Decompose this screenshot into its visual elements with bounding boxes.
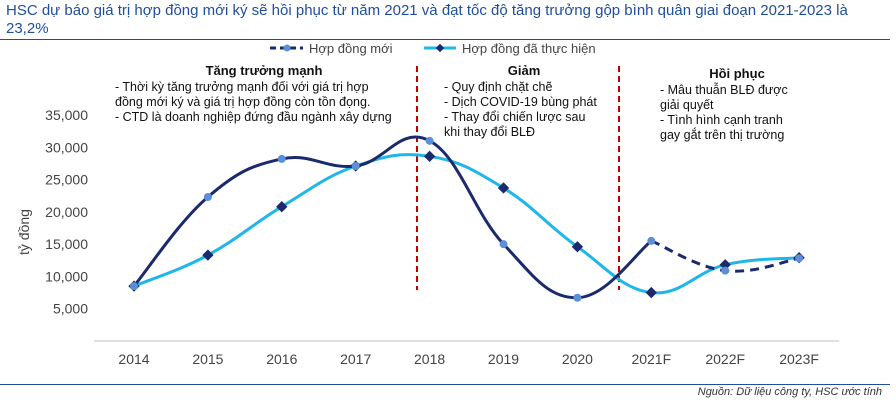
point-completed-contracts-2015: [202, 249, 214, 261]
y-tick-label: 25,000: [45, 172, 88, 188]
phase-note-line: - Thay đổi chiến lược sau: [444, 110, 585, 124]
source-rule: [0, 384, 890, 385]
x-tick-label: 2016: [266, 351, 297, 367]
phase-title: Giảm: [508, 63, 541, 78]
chart-title: HSC dự báo giá trị hợp đồng mới ký sẽ hồ…: [6, 2, 848, 37]
point-completed-contracts-2022F: [719, 259, 731, 271]
series-line-completed-contracts: [133, 153, 800, 295]
series-line-new-contracts: [132, 135, 653, 300]
phase-note-line: - Dịch COVID-19 bùng phát: [444, 95, 597, 109]
legend: Hợp đồng mới Hợp đồng đã thực hiện: [270, 41, 596, 56]
y-tick-label: 5,000: [53, 301, 88, 317]
phase-annotations: Tăng trưởng mạnh - Thời kỳ tăng trưởng mạ…: [115, 63, 788, 142]
phase-note-line: - Quy định chặt chẽ: [444, 80, 552, 94]
point-new-contracts-2018: [425, 136, 434, 145]
source-note: Nguồn: Dữ liệu công ty, HSC ước tính: [697, 386, 882, 398]
point-new-contracts-2017: [351, 162, 360, 171]
x-tick-label: 2020: [562, 351, 593, 367]
phase-note-line: - CTD là doanh nghiệp đứng đầu ngành xây…: [115, 110, 392, 124]
point-completed-contracts-2019: [497, 182, 510, 194]
x-tick-label: 2017: [340, 351, 371, 367]
point-completed-contracts-2018: [423, 150, 436, 162]
x-tick-label: 2014: [118, 351, 149, 367]
point-completed-contracts-2020: [571, 241, 584, 253]
point-completed-contracts-2016: [276, 201, 288, 213]
legend-marker-new-contracts: [283, 44, 291, 52]
y-tick-label: 35,000: [45, 107, 88, 123]
point-new-contracts-2021F: [647, 236, 656, 245]
phase-note-line: gay gắt trên thị trường: [660, 127, 784, 142]
point-new-contracts-2022F: [721, 266, 730, 275]
y-axis-label: tỷ đồng: [16, 209, 32, 255]
x-tick-label: 2021F: [631, 351, 671, 367]
series-markers: [128, 136, 805, 302]
point-new-contracts-2015: [203, 193, 212, 202]
y-tick-label: 15,000: [45, 236, 88, 252]
point-new-contracts-2019: [499, 240, 508, 249]
x-tick-label: 2015: [192, 351, 223, 367]
phase-dividers: [416, 66, 620, 290]
y-axis-ticks: 5,000 10,000 15,000 20,000 25,000 30,000 35,00…: [45, 107, 88, 317]
point-new-contracts-2023F: [795, 254, 804, 263]
phase-note-line: giải quyết: [660, 98, 714, 112]
phase-title: Tăng trưởng mạnh: [206, 63, 323, 78]
point-new-contracts-2014: [130, 282, 138, 291]
legend-label-new-contracts: Hợp đồng mới: [309, 41, 393, 56]
y-tick-label: 30,000: [45, 139, 88, 155]
x-tick-label: 2023F: [779, 351, 819, 367]
phase-note-line: - Tình hình cạnh tranh: [660, 113, 783, 127]
x-tick-label: 2019: [488, 351, 519, 367]
x-axis-ticks: 2014 2015 2016 2017 2018 2019 2020 2021F 2022F 20…: [118, 351, 819, 367]
y-tick-label: 20,000: [45, 204, 88, 220]
phase-note-line: khi thay đổi BLĐ: [444, 125, 535, 139]
legend-marker-completed-contracts: [435, 43, 445, 53]
y-tick-label: 10,000: [45, 268, 88, 284]
point-completed-contracts-2021F: [645, 286, 657, 299]
point-new-contracts-2020: [573, 293, 582, 302]
phase-note-line: - Thời kỳ tăng trưởng mạnh đối với giá t…: [115, 80, 369, 94]
point-new-contracts-2016: [277, 154, 286, 163]
x-tick-label: 2022F: [705, 351, 745, 367]
phase-note-line: đồng mới ký và giá trị hợp đồng còn tồn …: [115, 95, 370, 109]
title-rule: [0, 39, 890, 40]
x-tick-label: 2018: [414, 351, 445, 367]
series-lines: [132, 135, 800, 300]
legend-label-completed-contracts: Hợp đồng đã thực hiện: [462, 41, 596, 56]
phase-title: Hồi phục: [709, 66, 765, 81]
phase-note-line: - Mâu thuẫn BLĐ được: [660, 82, 788, 97]
